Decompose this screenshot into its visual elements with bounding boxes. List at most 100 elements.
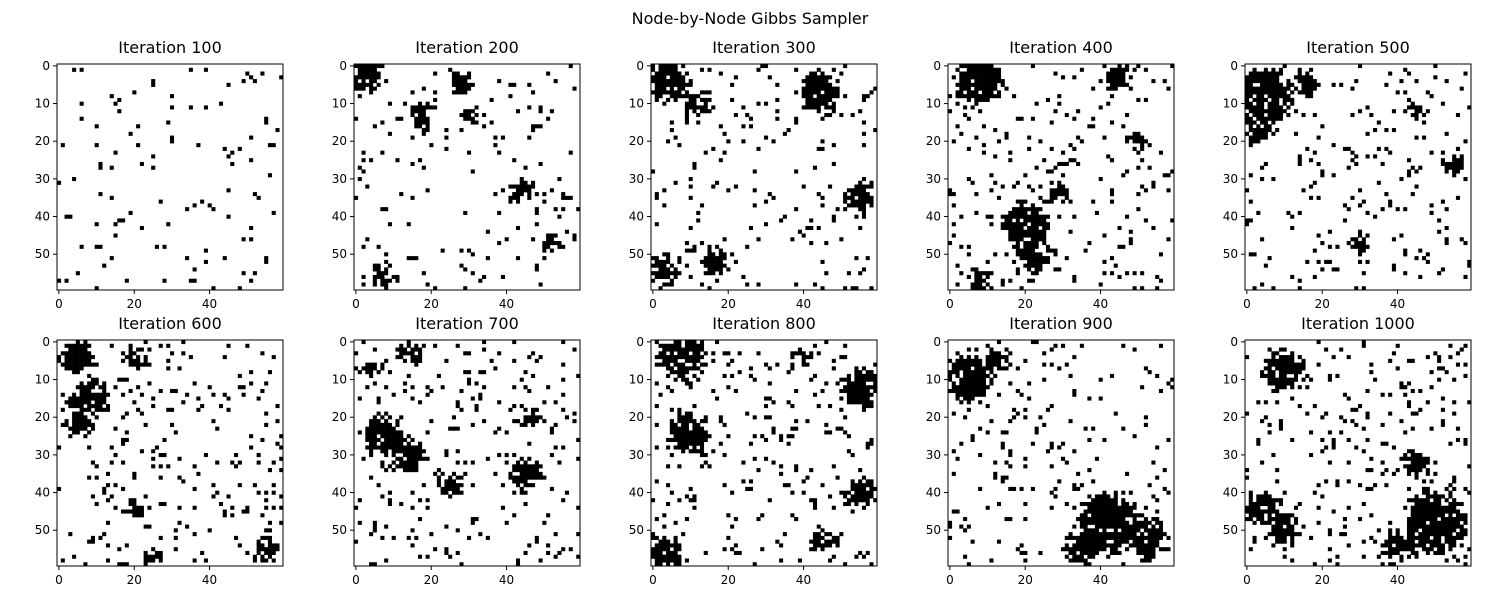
spin-cell	[459, 475, 464, 480]
spin-cell	[1143, 366, 1148, 371]
spin-cell	[1260, 131, 1265, 136]
spin-cell	[824, 532, 829, 537]
spin-cell	[102, 385, 107, 390]
spin-cell	[1158, 150, 1163, 155]
spin-cell	[869, 479, 874, 484]
spin-cell	[60, 362, 65, 367]
spin-cell	[1004, 214, 1009, 219]
spin-cell	[75, 366, 80, 371]
spin-cell	[102, 392, 107, 397]
spin-cell	[1008, 229, 1013, 234]
y-tick-label: 50	[332, 247, 347, 261]
spin-cell	[515, 109, 521, 114]
spin-cell	[948, 388, 953, 394]
spin-cell	[1019, 225, 1024, 231]
spin-cell	[854, 486, 859, 491]
y-tick-label: 20	[1223, 134, 1238, 148]
spin-cell	[1023, 256, 1028, 261]
spin-cell	[1098, 501, 1103, 507]
spin-cell	[733, 543, 738, 548]
spin-cell	[696, 94, 701, 99]
spin-cell	[1053, 252, 1058, 257]
spin-cell	[1263, 79, 1268, 84]
spin-cell	[391, 274, 396, 279]
spin-cell	[854, 396, 859, 401]
spin-cells	[948, 64, 1175, 291]
spin-cell	[1290, 535, 1295, 540]
spin-cell	[1121, 513, 1126, 518]
spin-cell	[1406, 464, 1412, 469]
spin-cell	[1459, 347, 1464, 352]
spin-cell	[1087, 539, 1092, 544]
spin-cell	[1053, 267, 1058, 272]
spin-cell	[1087, 509, 1092, 514]
spin-cell	[94, 244, 99, 249]
spin-cell	[1395, 550, 1400, 555]
spin-cell	[75, 370, 80, 375]
spin-cell	[996, 539, 1002, 544]
spin-cell	[989, 370, 994, 375]
spin-cell	[1008, 419, 1013, 424]
spin-cell	[399, 437, 404, 442]
spin-cell	[974, 271, 979, 276]
spin-cell	[1049, 120, 1054, 125]
spin-cell	[1102, 543, 1107, 548]
spin-cell	[1358, 241, 1363, 246]
spin-cell	[372, 426, 377, 431]
spin-cell	[1275, 468, 1280, 473]
spin-cell	[1256, 75, 1261, 80]
spin-cell	[951, 385, 956, 390]
spin-cell	[828, 86, 833, 91]
spin-cell	[662, 101, 667, 106]
spin-cell	[1102, 509, 1107, 514]
spin-cell	[858, 180, 863, 185]
spin-cell	[1305, 94, 1310, 99]
spin-cell	[1267, 494, 1272, 499]
spin-cell	[966, 562, 971, 567]
spin-cell	[1245, 131, 1250, 136]
spin-cell	[564, 415, 569, 420]
spin-cell	[666, 558, 671, 563]
spin-cell	[861, 498, 866, 503]
spin-cell	[1166, 86, 1171, 91]
spin-cell	[1444, 241, 1449, 246]
spin-cell	[414, 362, 419, 367]
spin-cell	[436, 475, 441, 480]
spin-cell	[1312, 180, 1317, 185]
spin-cell	[688, 355, 693, 360]
spin-cell	[512, 340, 517, 345]
spin-cell	[83, 415, 88, 420]
spin-cell	[963, 94, 968, 99]
spin-cell	[279, 75, 284, 80]
subplot-title: Iteration 700	[415, 314, 519, 333]
spin-cell	[828, 90, 833, 95]
spin-cell	[170, 94, 175, 99]
spin-cell	[249, 225, 254, 231]
spin-cell	[387, 101, 392, 106]
spin-cell	[1117, 274, 1122, 279]
spin-cell	[966, 274, 971, 279]
spin-cell	[1384, 128, 1389, 133]
spin-cell	[1354, 244, 1359, 249]
spin-cell	[1286, 94, 1291, 99]
spin-cell	[1023, 241, 1028, 246]
spin-cell	[993, 355, 998, 360]
spin-cell	[463, 86, 468, 91]
spin-cell	[1301, 82, 1306, 87]
spin-cell	[1406, 404, 1412, 409]
spin-cell	[996, 366, 1002, 371]
spin-cell	[249, 237, 254, 242]
spin-cell	[1083, 528, 1088, 533]
spin-cell	[226, 188, 231, 193]
spin-cell	[1290, 214, 1295, 219]
spin-cell	[436, 468, 441, 473]
spin-cell	[801, 358, 806, 363]
spin-cell	[989, 214, 994, 219]
spin-cell	[512, 404, 517, 409]
spin-cell	[455, 460, 460, 465]
spin-cell	[1297, 67, 1302, 72]
spin-cell	[158, 453, 163, 458]
spin-cell	[1361, 237, 1366, 242]
spin-cell	[1437, 528, 1442, 533]
spin-cell	[380, 494, 385, 499]
